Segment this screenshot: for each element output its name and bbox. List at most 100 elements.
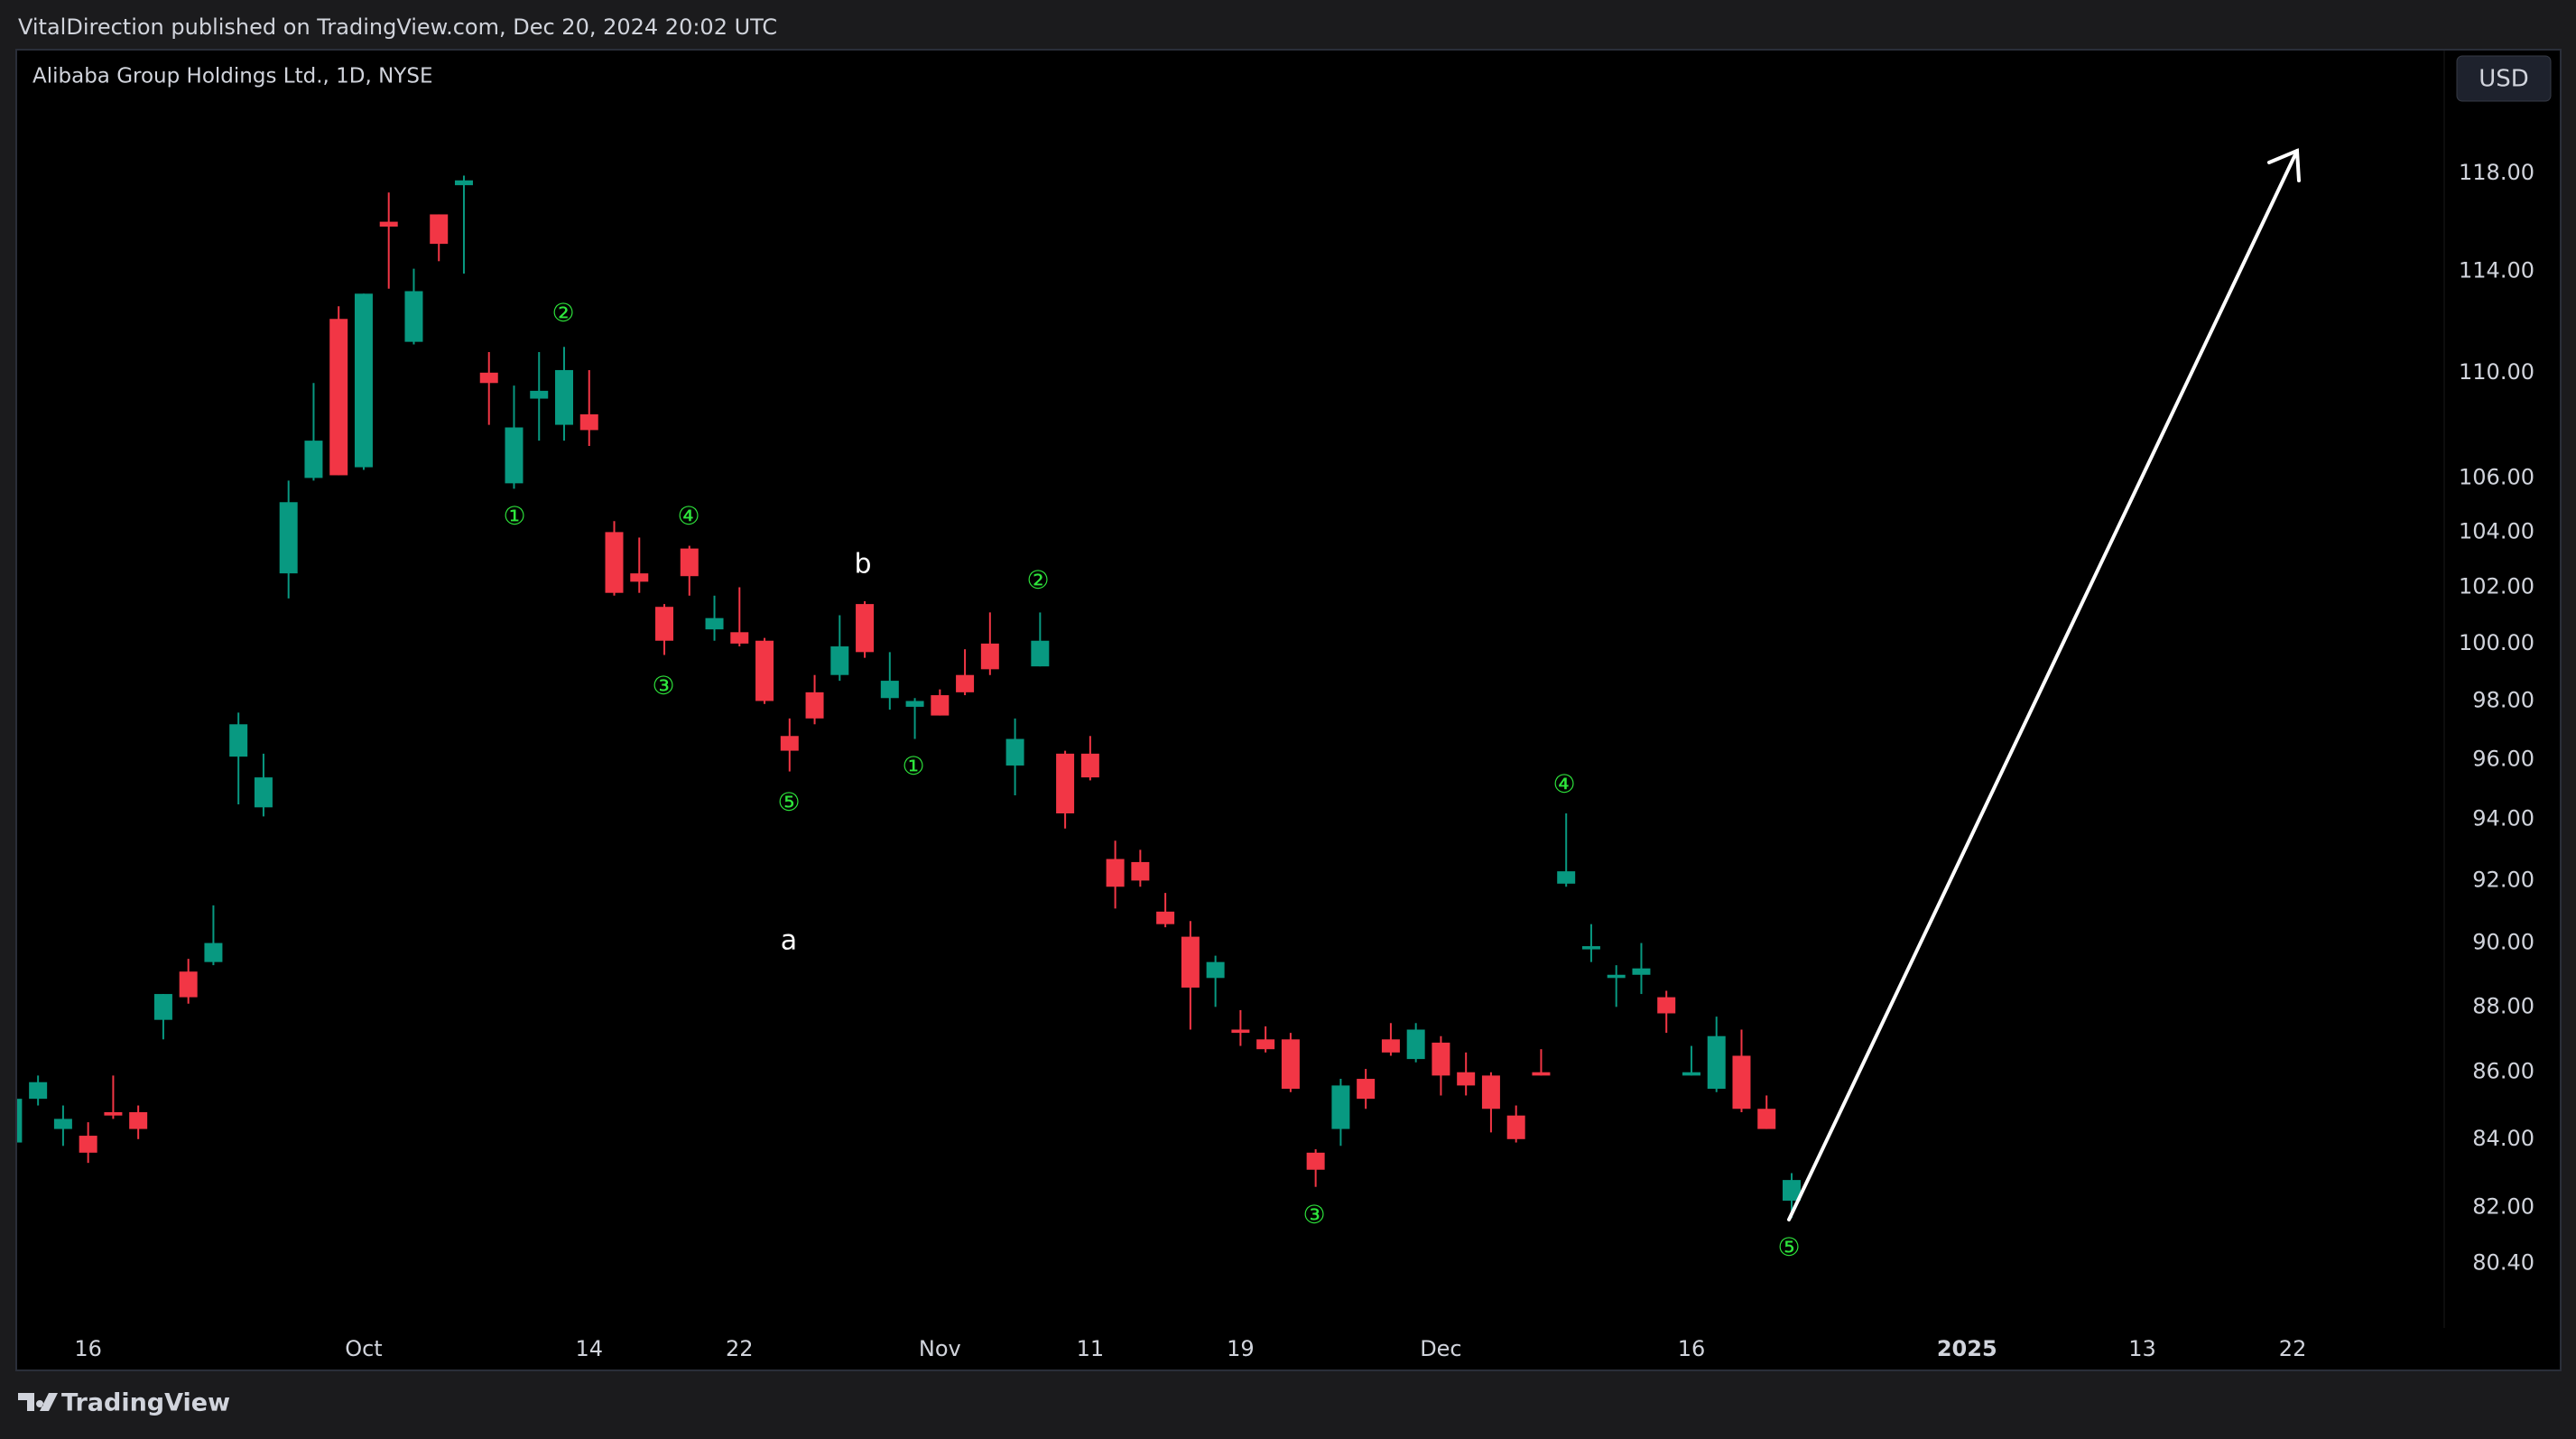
candle-body bbox=[1306, 1152, 1325, 1170]
candle-body bbox=[1682, 1072, 1700, 1076]
y-tick-label: 90.00 bbox=[2472, 930, 2534, 955]
candle-body bbox=[1056, 753, 1075, 813]
y-tick-label: 94.00 bbox=[2472, 806, 2534, 831]
y-tick-label: 104.00 bbox=[2459, 518, 2534, 543]
candle-body bbox=[1256, 1039, 1275, 1050]
wave-letter: b bbox=[854, 549, 871, 580]
candle-body bbox=[680, 548, 699, 577]
candle-body bbox=[379, 221, 398, 227]
wave-number: ③ bbox=[1302, 1200, 1325, 1230]
wave-number: ⑤ bbox=[777, 787, 800, 817]
candle-body bbox=[630, 573, 649, 582]
candle-body bbox=[1657, 997, 1676, 1014]
x-tick-label: 11 bbox=[1077, 1336, 1105, 1361]
candle-body bbox=[454, 180, 473, 186]
plot bbox=[17, 175, 1801, 1219]
candle-body bbox=[780, 736, 799, 751]
x-tick-label: 16 bbox=[1678, 1336, 1706, 1361]
candle-body bbox=[830, 646, 849, 675]
candle-body bbox=[1532, 1072, 1551, 1076]
y-tick-label: 102.00 bbox=[2459, 574, 2534, 599]
candle-body bbox=[956, 674, 975, 692]
x-tick-label: Oct bbox=[345, 1336, 383, 1361]
wave-number: ④ bbox=[677, 501, 700, 531]
candle-body bbox=[1581, 946, 1600, 950]
candle-body bbox=[1281, 1039, 1300, 1090]
y-tick-label: 82.00 bbox=[2472, 1194, 2534, 1220]
candle-body bbox=[1732, 1055, 1751, 1109]
chart-pane bbox=[15, 49, 2562, 1371]
footer-brand: TradingView bbox=[61, 1389, 230, 1417]
candle-body bbox=[1381, 1039, 1400, 1053]
candle-body bbox=[755, 640, 774, 701]
candle-body bbox=[129, 1111, 148, 1129]
candle-body bbox=[730, 632, 749, 644]
candle-body bbox=[579, 413, 598, 431]
candle-body bbox=[1181, 936, 1200, 988]
candle-body bbox=[530, 390, 549, 399]
candle-body bbox=[1231, 1029, 1250, 1034]
candle-body bbox=[17, 1099, 23, 1143]
candle-body bbox=[856, 604, 875, 653]
candle-body bbox=[1481, 1075, 1500, 1109]
candle-body bbox=[329, 319, 348, 476]
candle-body bbox=[1557, 871, 1576, 884]
candle-body bbox=[1156, 911, 1175, 924]
candle-body bbox=[179, 971, 198, 998]
x-tick-label: 14 bbox=[575, 1336, 603, 1361]
x-tick-label: 22 bbox=[2279, 1336, 2307, 1361]
x-tick-label: Nov bbox=[919, 1336, 961, 1361]
y-tick-label: 80.40 bbox=[2472, 1250, 2534, 1276]
candle-body bbox=[1080, 753, 1099, 778]
candle-body bbox=[1106, 859, 1125, 887]
candle-body bbox=[1607, 974, 1626, 979]
candle-body bbox=[479, 372, 498, 384]
currency-button[interactable] bbox=[2456, 55, 2552, 102]
candle-body bbox=[404, 291, 423, 342]
forecast-arrow bbox=[1787, 148, 2301, 1221]
x-tick-label: Dec bbox=[1420, 1336, 1461, 1361]
candle-body bbox=[705, 617, 724, 630]
wave-number: ② bbox=[1026, 565, 1049, 595]
y-tick-label: 92.00 bbox=[2472, 867, 2534, 892]
candle-body bbox=[1131, 861, 1150, 881]
y-tick-label: 84.00 bbox=[2472, 1126, 2534, 1151]
y-tick-label: 96.00 bbox=[2472, 746, 2534, 771]
chart-title: Alibaba Group Holdings Ltd., 1D, NYSE bbox=[32, 65, 432, 88]
currency-label[interactable]: USD bbox=[2479, 66, 2529, 93]
wave-number: ⑤ bbox=[1777, 1232, 1800, 1262]
candle-body bbox=[304, 441, 323, 478]
candle-body bbox=[805, 692, 824, 719]
y-tick-label: 110.00 bbox=[2459, 359, 2534, 385]
candle-body bbox=[905, 701, 924, 707]
candle-body bbox=[655, 607, 674, 641]
candle-body bbox=[1206, 961, 1225, 979]
x-tick-label: 13 bbox=[2128, 1336, 2156, 1361]
candle-body bbox=[1457, 1072, 1476, 1086]
candle-body bbox=[254, 777, 273, 808]
x-tick-label: 22 bbox=[726, 1336, 754, 1361]
candle-body bbox=[880, 681, 899, 699]
y-tick-label: 98.00 bbox=[2472, 687, 2534, 712]
candle-body bbox=[279, 502, 298, 574]
candle-body bbox=[29, 1082, 48, 1100]
candle-body bbox=[229, 724, 248, 757]
candle-body bbox=[1506, 1115, 1525, 1139]
y-tick-label: 106.00 bbox=[2459, 464, 2534, 489]
candle-body bbox=[1632, 968, 1651, 975]
tradingview-logo bbox=[18, 1393, 58, 1411]
wave-number: ③ bbox=[652, 671, 674, 701]
candle-body bbox=[1005, 738, 1024, 766]
candle-body bbox=[1432, 1042, 1450, 1076]
candle-body bbox=[104, 1111, 123, 1116]
candle-body bbox=[354, 293, 373, 468]
candle-body bbox=[505, 427, 524, 484]
y-tick-label: 114.00 bbox=[2459, 257, 2534, 283]
candle-body bbox=[1782, 1180, 1801, 1202]
candle-body bbox=[430, 214, 449, 245]
candle-body bbox=[555, 369, 573, 425]
wave-number: ② bbox=[551, 298, 574, 328]
wave-number: ④ bbox=[1552, 769, 1575, 799]
